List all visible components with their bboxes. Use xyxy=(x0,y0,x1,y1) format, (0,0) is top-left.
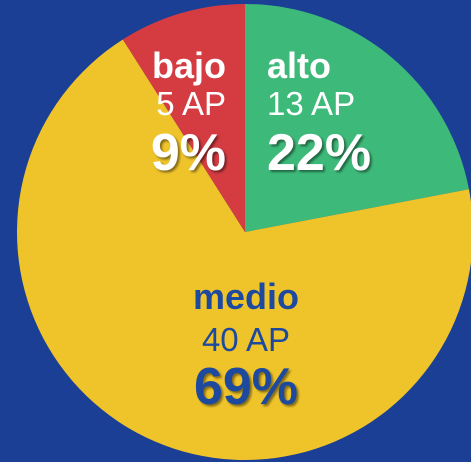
pie-slice xyxy=(245,4,469,232)
pie-slice xyxy=(17,39,471,460)
slice-percent: 22% xyxy=(267,124,371,182)
slice-percent: 69% xyxy=(194,358,298,416)
slice-count: 13 AP xyxy=(267,85,355,122)
slice-name: alto xyxy=(267,45,331,86)
slice-count: 5 AP xyxy=(156,85,226,122)
slice-count: 40 AP xyxy=(202,321,290,358)
slice-name: medio xyxy=(193,276,299,317)
slice-name: bajo xyxy=(152,45,226,86)
pie-slice xyxy=(122,4,245,232)
slice-percent: 9% xyxy=(151,124,226,182)
